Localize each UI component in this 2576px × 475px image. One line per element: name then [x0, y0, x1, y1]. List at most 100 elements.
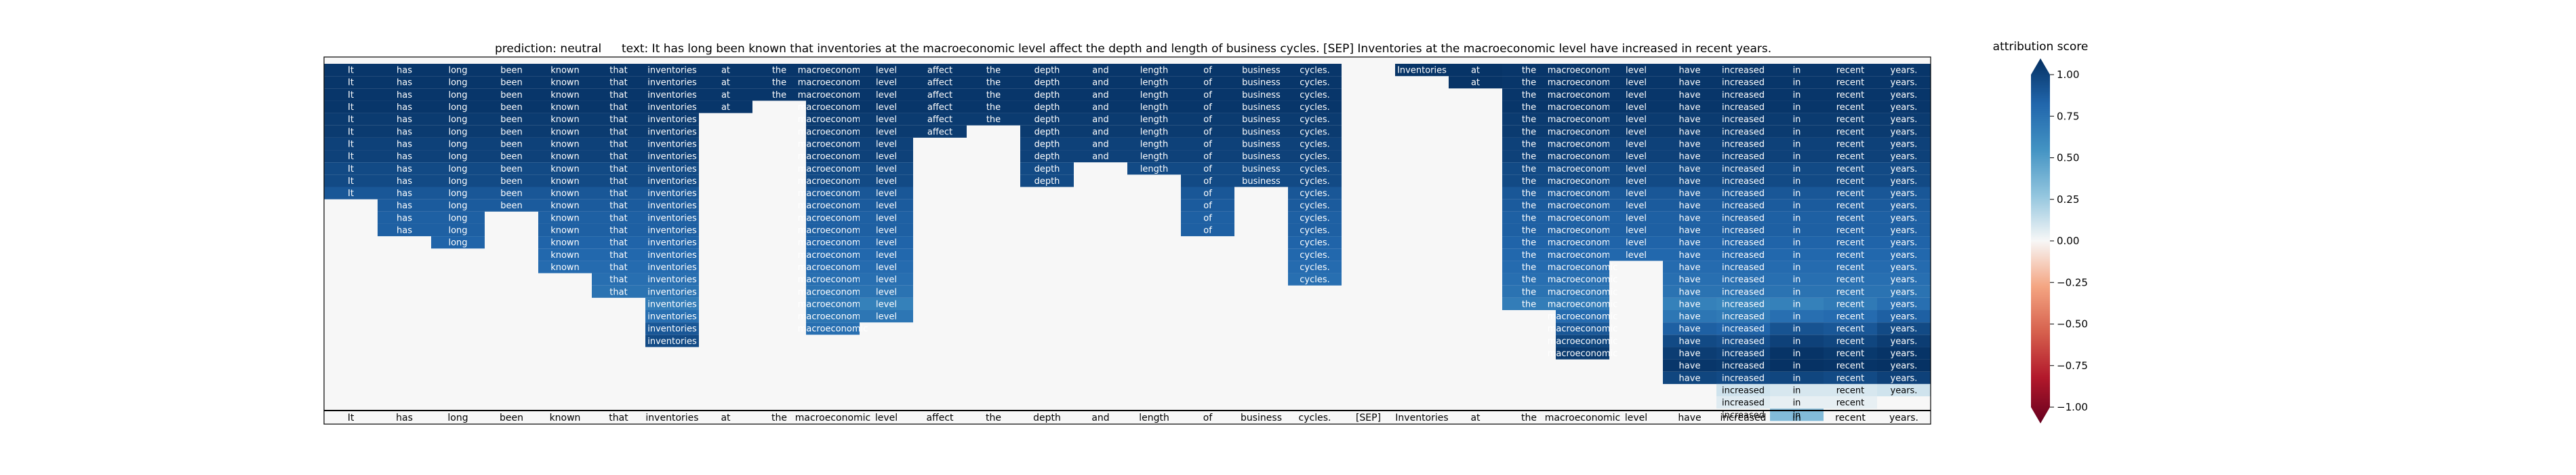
heatmap-cell [592, 187, 645, 200]
heatmap-cell [538, 64, 592, 77]
heatmap-cell [1663, 64, 1716, 77]
heatmap-cell [1663, 347, 1716, 360]
heatmap-cell [1877, 248, 1931, 261]
cell-token-label: have [1679, 324, 1701, 335]
heatmap-cell [806, 199, 860, 212]
heatmap-cell [860, 88, 913, 101]
heatmap-cell [1770, 162, 1824, 175]
heatmap-cell [1609, 150, 1663, 163]
heatmap-cell [538, 137, 592, 151]
cell-token-label: have [1679, 361, 1701, 371]
heatmap-cell [538, 248, 592, 261]
heatmap-cell [592, 125, 645, 138]
cell-token-label: has [397, 78, 412, 88]
heatmap-cell [1824, 335, 1877, 347]
x-tick-label: has [396, 413, 413, 423]
heatmap-cell [324, 162, 378, 175]
heatmap-cell [1020, 76, 1074, 89]
cell-token-label: macroeconomic [1548, 115, 1618, 125]
cell-token-label: the [1522, 66, 1536, 76]
heatmap-cell [1502, 273, 1556, 286]
heatmap-cell [1020, 137, 1074, 151]
cell-token-label: macroeconomic [1548, 299, 1618, 309]
heatmap-cell [1181, 88, 1234, 101]
x-tick-label: at [721, 413, 731, 423]
cell-token-label: have [1679, 201, 1701, 211]
cell-token-label: and [1092, 90, 1108, 100]
heatmap-cell [1877, 150, 1931, 163]
cell-token-label: long [448, 176, 467, 187]
heatmap-cell [1877, 76, 1931, 89]
cell-token-label: level [876, 176, 897, 187]
heatmap-cell [1609, 199, 1663, 212]
heatmap-cell [378, 64, 431, 77]
heatmap-cell [1663, 310, 1716, 323]
heatmap-cell [1824, 113, 1877, 126]
heatmap-cell [1556, 88, 1609, 101]
cell-token-label: been [500, 189, 523, 199]
cell-token-label: increased [1722, 250, 1765, 261]
heatmap-cell [806, 162, 860, 175]
heatmap-cell [538, 199, 592, 212]
cell-token-label: of [1203, 152, 1212, 162]
colorbar-tick-label: −0.75 [2057, 360, 2088, 372]
cell-token-label: of [1203, 102, 1212, 113]
heatmap-cell [752, 76, 806, 89]
heatmap-cell [592, 273, 645, 286]
heatmap-cell [1770, 211, 1824, 224]
heatmap-cell [1234, 113, 1288, 126]
cell-token-label: macroeconomic [1548, 275, 1618, 285]
heatmap-cell [538, 223, 592, 237]
heatmap-cell [431, 211, 485, 224]
cell-token-label: increased [1722, 176, 1765, 187]
cell-token-label: increased [1722, 337, 1765, 347]
cell-token-label: years. [1891, 385, 1918, 396]
cell-token-label: that [609, 164, 627, 174]
heatmap-cell [378, 137, 431, 151]
cell-token-label: length [1140, 90, 1168, 100]
heatmap-cell [806, 310, 860, 323]
cell-token-label: cycles. [1300, 139, 1330, 149]
heatmap-cell [645, 211, 699, 224]
heatmap-cell [1556, 223, 1609, 237]
heatmap-cell [1877, 100, 1931, 113]
heatmap-cell [1824, 76, 1877, 89]
cell-token-label: inventories [647, 250, 697, 261]
cell-token-label: increased [1722, 324, 1765, 335]
cell-token-label: recent [1836, 337, 1865, 347]
heatmap-cell [1663, 261, 1716, 273]
cell-token-label: have [1679, 263, 1701, 273]
cell-token-label: depth [1034, 78, 1060, 88]
heatmap-cell [645, 236, 699, 249]
cell-token-label: years. [1891, 213, 1918, 223]
heatmap-cell [1716, 408, 1770, 421]
heatmap-cell [1770, 322, 1824, 335]
heatmap-cell [1824, 199, 1877, 212]
cell-token-label: level [876, 201, 897, 211]
cell-token-label: length [1140, 139, 1168, 149]
heatmap-cell [1716, 297, 1770, 310]
cell-token-label: depth [1034, 127, 1060, 137]
cell-token-label: recent [1836, 250, 1865, 261]
colorbar-tick-label: 0.00 [2057, 235, 2079, 247]
heatmap-cell [806, 322, 860, 335]
cell-token-label: inventories [647, 263, 697, 273]
cell-token-label: It [348, 176, 354, 187]
heatmap-cell [1770, 125, 1824, 138]
cell-token-label: recent [1836, 152, 1865, 162]
heatmap-cell [1288, 199, 1342, 212]
heatmap-cell [806, 248, 860, 261]
heatmap-cell [324, 150, 378, 163]
heatmap-cell [1609, 187, 1663, 200]
cell-token-label: increased [1722, 201, 1765, 211]
cell-token-label: known [550, 164, 580, 174]
heatmap-cell [592, 137, 645, 151]
heatmap-cell [806, 223, 860, 237]
cell-token-label: business [1242, 176, 1281, 187]
cell-token-label: depth [1034, 176, 1060, 187]
cell-token-label: level [876, 115, 897, 125]
heatmap-cell [699, 64, 752, 77]
cell-token-label: It [348, 164, 354, 174]
heatmap-cell [1074, 100, 1127, 113]
heatmap-cell [1877, 137, 1931, 151]
